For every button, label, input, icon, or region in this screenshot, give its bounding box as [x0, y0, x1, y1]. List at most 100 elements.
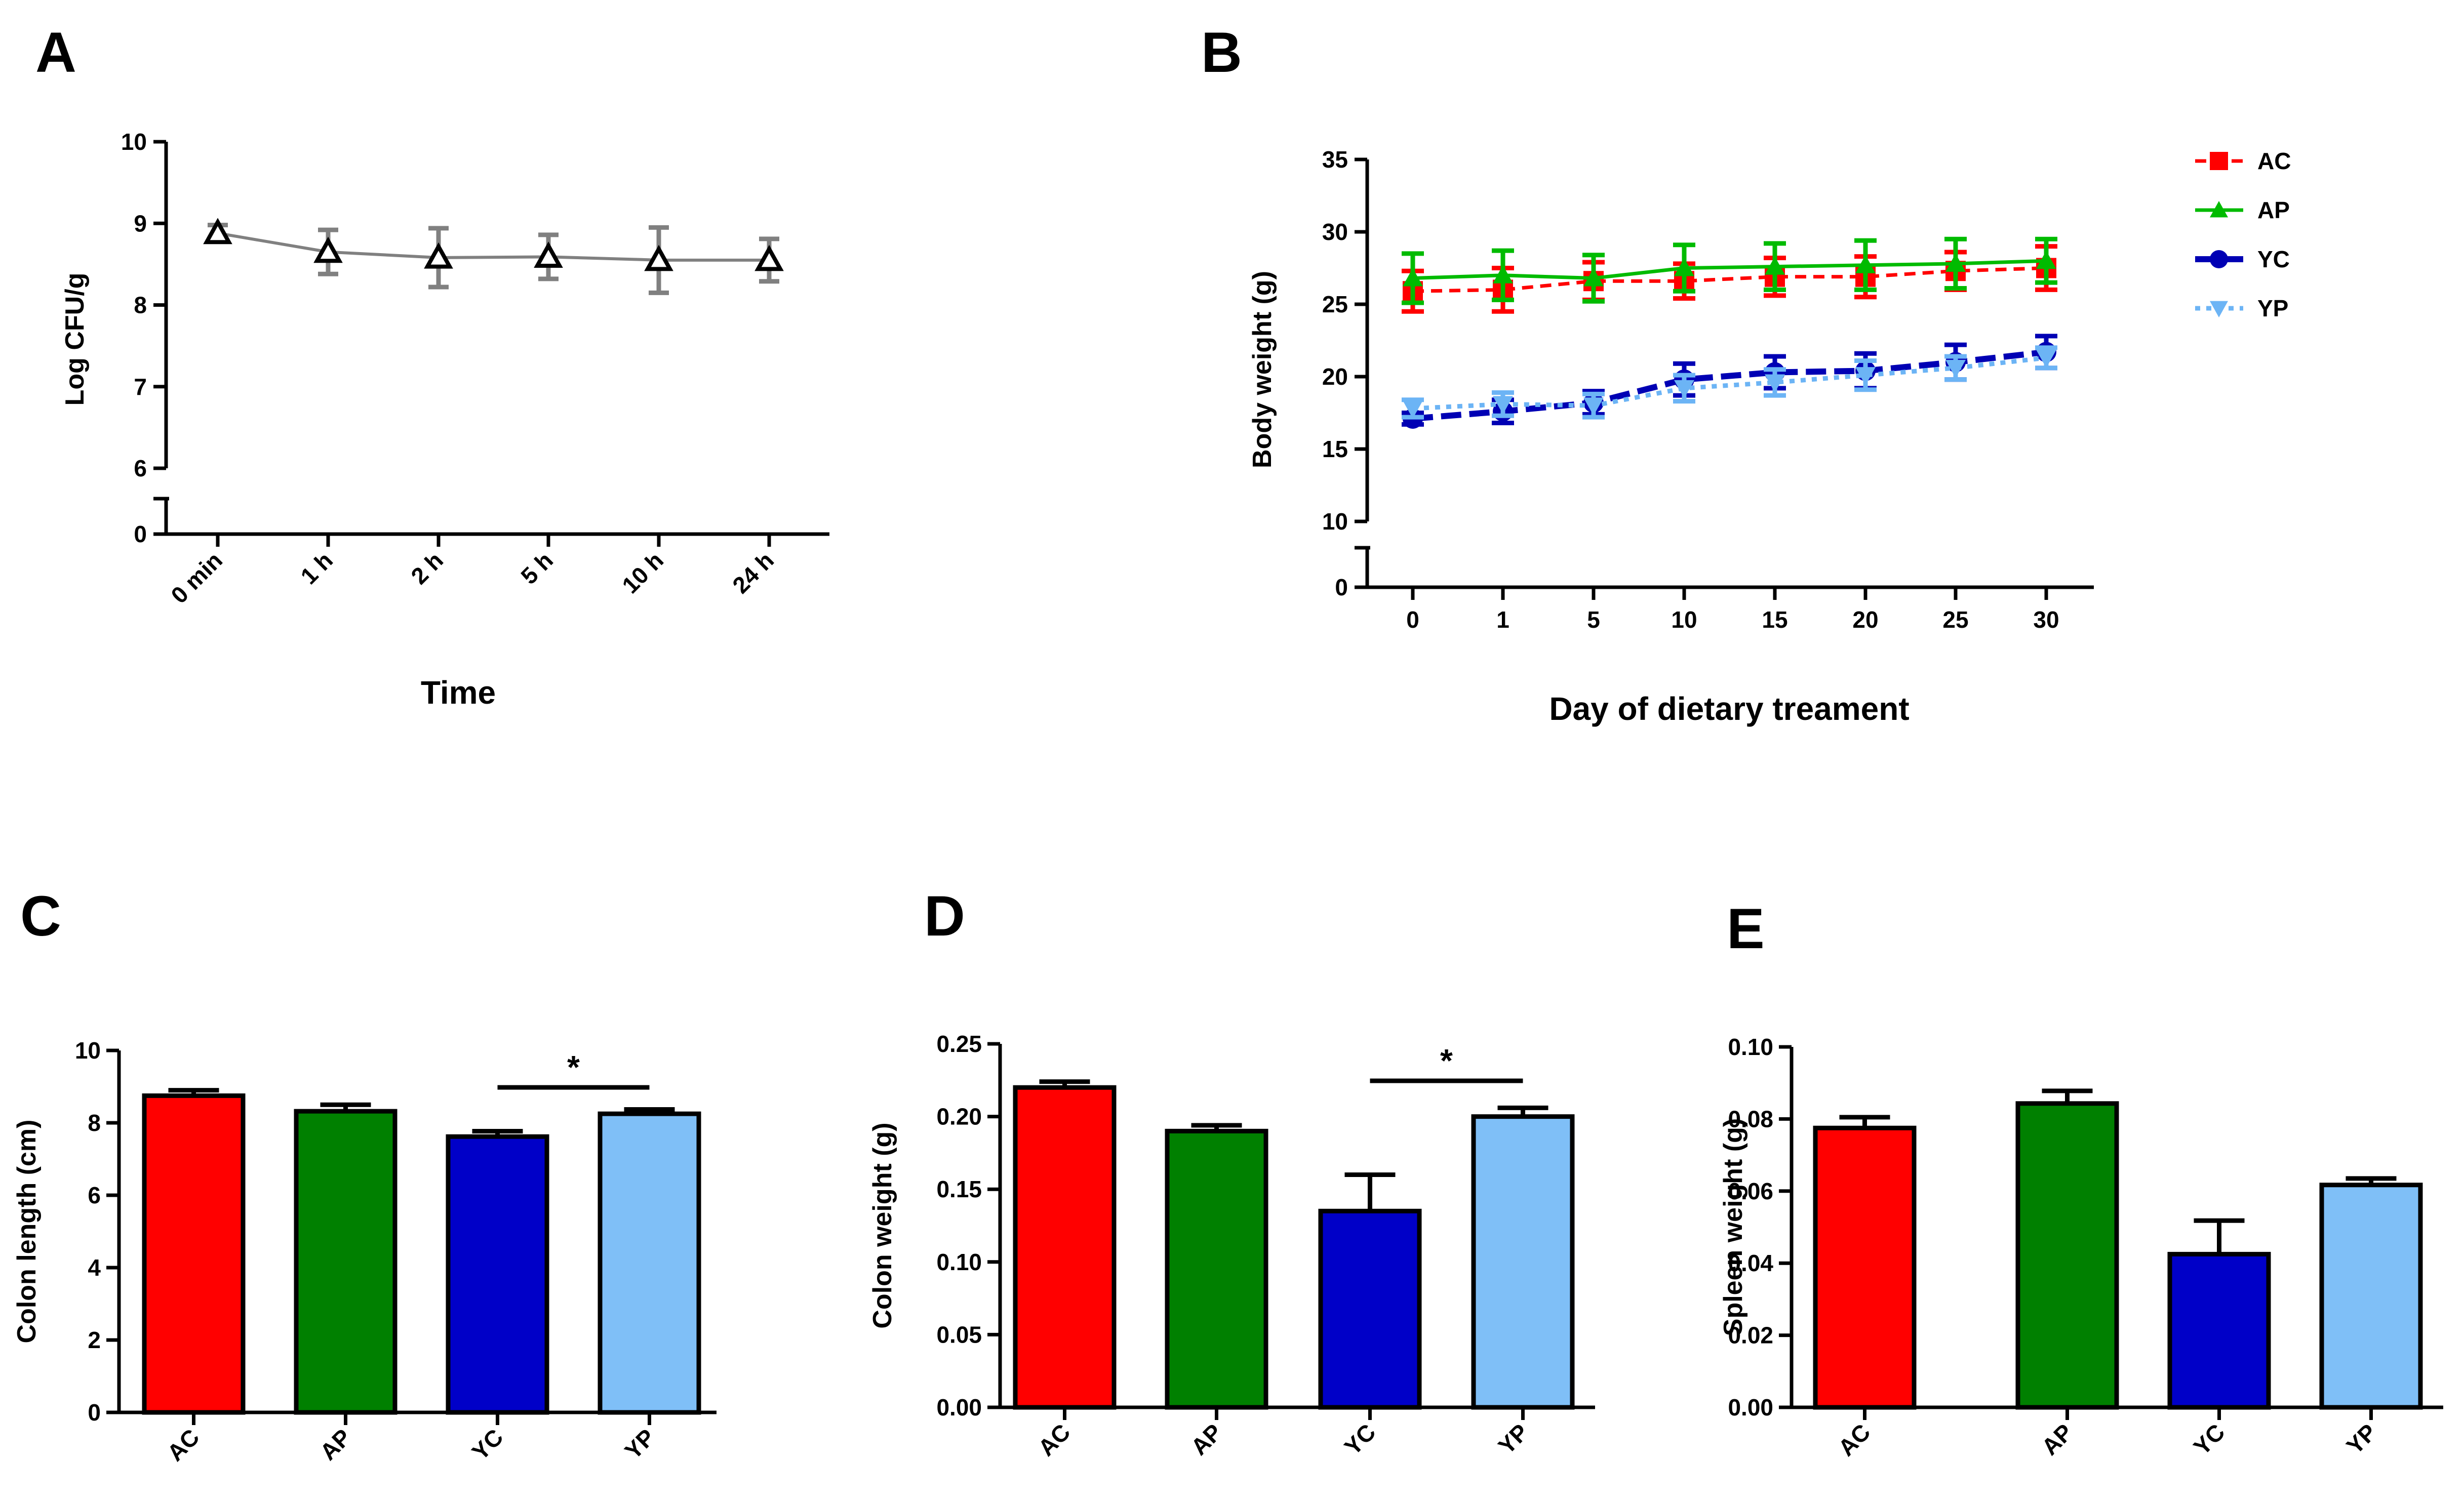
y-tick-label: 10: [75, 1037, 101, 1064]
legend-marker: [2210, 250, 2228, 268]
data-point: [534, 241, 563, 268]
x-tick-label: YP: [1493, 1418, 1533, 1459]
x-tick-label: 30: [2033, 606, 2059, 633]
panel-label: A: [35, 21, 76, 84]
x-tick-label: 15: [1762, 606, 1787, 633]
x-tick-label: AC: [1833, 1418, 1876, 1461]
data-point: [1583, 268, 1604, 287]
legend-label: AC: [2257, 148, 2291, 174]
y-tick-label: 10: [121, 129, 147, 155]
significance-marker: *: [567, 1049, 580, 1085]
data-point: [644, 245, 673, 271]
series-line-yc: [1412, 349, 2047, 422]
x-axis-title: Time: [421, 674, 496, 711]
data-point: [203, 218, 232, 245]
data-point: [1674, 258, 1694, 276]
legend-marker: [2210, 301, 2228, 317]
data-point: [1945, 359, 1966, 378]
y-axis-title: Body weight (g): [1248, 271, 1277, 468]
y-tick-label: 0.06: [1728, 1178, 1773, 1204]
chart-d: D 0.00 0.05 0.10 0.15 0.20 0.25 Colon weight (g…: [868, 884, 1595, 1461]
y-tick-label: 0.08: [1728, 1106, 1773, 1132]
y-axis-title: Colon length (cm): [12, 1120, 42, 1344]
x-tick-label: 10: [1671, 606, 1697, 633]
x-tick-label: YC: [1339, 1418, 1381, 1460]
significance-marker: *: [1440, 1042, 1453, 1079]
y-tick-label: 9: [134, 210, 147, 236]
y-axis-title: Spleen weight (g): [1719, 1118, 1748, 1336]
y-tick-label: 15: [1322, 436, 1348, 462]
y-tick-label: 0.05: [936, 1321, 982, 1348]
x-tick-label: AP: [2037, 1418, 2078, 1460]
data-point: [424, 242, 453, 269]
y-tick-label: 0.04: [1728, 1250, 1773, 1276]
legend-label: YP: [2257, 295, 2288, 321]
y-tick-label: 0.10: [936, 1249, 982, 1275]
data-point: [1855, 367, 1876, 386]
data-point: [2036, 251, 2056, 269]
y-tick-label: 0.15: [936, 1176, 982, 1202]
legend-label: YC: [2257, 246, 2290, 272]
x-tick-label: 1: [1496, 606, 1509, 633]
data-point: [1855, 255, 1876, 273]
x-tick-label: 1 h: [295, 547, 338, 589]
data-point: [1403, 268, 1423, 287]
y-tick-label: 8: [88, 1110, 101, 1136]
x-tick-label: AP: [1186, 1418, 1227, 1460]
data-point: [754, 245, 784, 271]
bar-yc: [2167, 1251, 2271, 1410]
bar-yp: [1471, 1114, 1575, 1410]
y-axis-title: Log CFU/g: [60, 273, 90, 406]
x-tick-label: AC: [162, 1424, 205, 1466]
x-tick-label: 24 h: [727, 547, 779, 598]
y-tick-label: 4: [88, 1254, 101, 1281]
bar-ap: [1165, 1128, 1268, 1410]
data-point: [2036, 349, 2056, 368]
bar-yp: [2319, 1183, 2423, 1410]
y-tick-label: 0.20: [936, 1104, 982, 1130]
series-line: [217, 231, 769, 262]
x-tick-label: YC: [2189, 1418, 2230, 1460]
x-tick-label: YP: [619, 1424, 660, 1464]
panel-label: D: [924, 884, 965, 948]
data-point: [1765, 374, 1785, 393]
legend-marker: [2210, 152, 2228, 170]
data-point: [1493, 396, 1513, 415]
bar-yc: [446, 1134, 549, 1415]
data-point: [1945, 253, 1966, 272]
x-tick-label: YP: [2341, 1418, 2381, 1459]
data-point: [1493, 265, 1513, 283]
data-point: [1403, 400, 1423, 419]
chart-e: E 0.00 0.02 0.04 0.06 0.08 0.10 Spleen weight (…: [1719, 897, 2443, 1461]
x-tick-label: 25: [1942, 606, 1968, 633]
data-point: [1765, 256, 1785, 275]
y-tick-label: 0.25: [936, 1031, 982, 1057]
x-tick-label: 20: [1852, 606, 1878, 633]
series-line-ap: [1412, 259, 2047, 280]
x-tick-label: YC: [467, 1424, 508, 1465]
x-tick-label: AP: [315, 1424, 356, 1465]
legend-label: AP: [2257, 197, 2290, 223]
panel-label: B: [1201, 21, 1242, 84]
bar-ac: [142, 1093, 246, 1415]
legend-marker: [2210, 201, 2228, 218]
y-tick-label: 0.00: [936, 1394, 982, 1421]
y-tick-label: 0.10: [1728, 1034, 1773, 1060]
panel-label: C: [20, 884, 61, 948]
y-tick-label: 0: [88, 1399, 101, 1426]
bar-ac: [1013, 1085, 1117, 1410]
y-tick-label: 6: [88, 1182, 101, 1208]
chart-c: C 0 2 4 6 8 10 Colon length (cm) AC AP YC YP *: [12, 884, 717, 1466]
y-tick-label: 8: [134, 292, 147, 318]
y-tick-label: 2: [88, 1327, 101, 1353]
x-tick-label: 0: [1406, 606, 1419, 633]
y-tick-label: 30: [1322, 219, 1348, 245]
x-tick-label: 0 min: [166, 547, 227, 608]
x-axis-title: Day of dietary treament: [1549, 691, 1909, 727]
y-axis-title: Colon weight (g): [868, 1122, 897, 1328]
y-tick-label: 7: [134, 374, 147, 400]
y-tick-label: 35: [1322, 146, 1348, 173]
bar-yc: [1318, 1208, 1422, 1410]
y-tick-label: 6: [134, 455, 147, 481]
